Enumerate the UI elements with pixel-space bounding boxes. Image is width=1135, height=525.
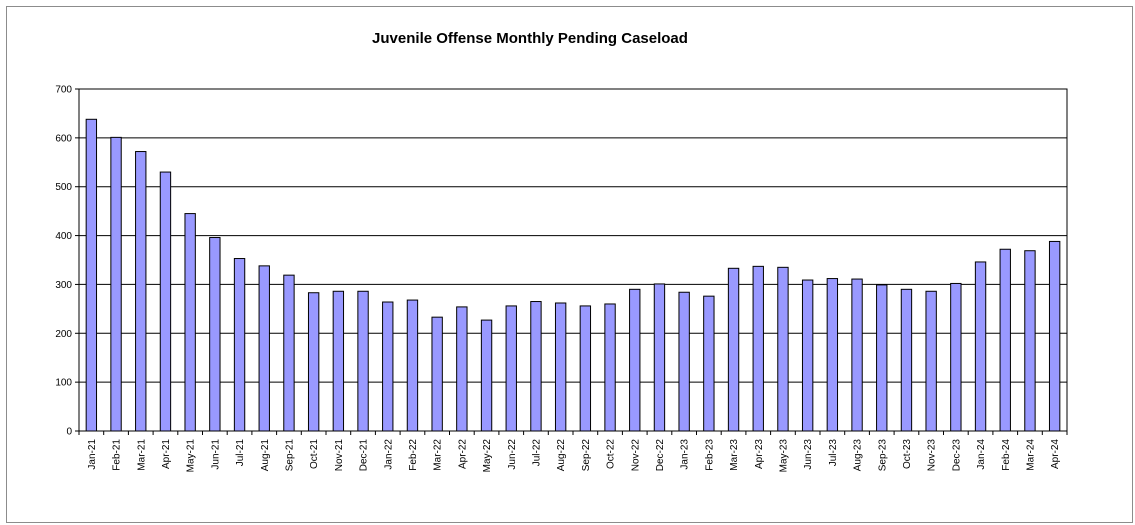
y-tick-label: 500 (55, 182, 72, 193)
x-tick-label: Oct-22 (606, 439, 617, 469)
x-tick-label: Aug-23 (853, 439, 864, 472)
bar (703, 295, 715, 432)
x-tick-label: Jul-22 (531, 439, 542, 467)
bar (431, 316, 443, 432)
bar (382, 301, 394, 432)
bar (826, 278, 839, 432)
x-tick-label: Nov-22 (630, 439, 641, 472)
x-tick-label: Oct-23 (902, 439, 913, 469)
x-tick-label: Jan-22 (383, 439, 394, 470)
x-tick-label: Jul-23 (828, 439, 839, 467)
x-tick-label: Sep-22 (581, 439, 592, 472)
x-tick-label: Aug-22 (556, 439, 567, 472)
x-tick-label: Sep-21 (284, 439, 295, 472)
bar (900, 288, 913, 432)
x-tick-label: Apr-23 (754, 439, 765, 469)
bar (851, 278, 863, 432)
bar (530, 301, 542, 432)
y-tick-label: 700 (55, 85, 72, 96)
y-tick-label: 300 (55, 280, 72, 291)
y-tick-label: 200 (55, 329, 72, 340)
x-tick-label: May-22 (482, 439, 493, 473)
bar (579, 305, 592, 432)
y-tick-label: 400 (55, 231, 72, 242)
bar (653, 283, 666, 432)
bar (406, 299, 419, 432)
plot-area (79, 89, 1067, 431)
bar (1024, 250, 1036, 432)
bar (283, 274, 295, 432)
x-tick-label: Sep-23 (877, 439, 888, 472)
x-tick-label: Nov-23 (927, 439, 938, 472)
bar (777, 266, 789, 432)
x-tick-label: Aug-21 (260, 439, 271, 472)
y-tick-label: 0 (66, 427, 72, 438)
bar (727, 267, 740, 432)
x-tick-label: Jun-22 (507, 439, 518, 470)
x-tick-label: Dec-21 (359, 439, 370, 472)
x-tick-label: Mar-21 (136, 439, 147, 471)
bar (258, 265, 270, 432)
bar (456, 306, 468, 432)
x-tick-label: Dec-23 (951, 439, 962, 472)
bar (233, 258, 246, 432)
y-tick-label: 100 (55, 378, 72, 389)
bar (209, 237, 221, 432)
x-tick-label: Jun-23 (803, 439, 814, 470)
x-tick-label: Jun-21 (210, 439, 221, 470)
bar (159, 171, 172, 432)
x-tick-label: Apr-21 (161, 439, 172, 469)
x-tick-label: Jan-21 (87, 439, 98, 470)
bar (950, 282, 962, 432)
bar (480, 319, 493, 432)
bar (110, 136, 122, 432)
x-tick-label: Apr-22 (457, 439, 468, 469)
bar (184, 213, 196, 432)
bar (678, 291, 690, 432)
x-tick-label: Jan-24 (976, 439, 987, 470)
bar (801, 279, 814, 432)
y-tick-label: 600 (55, 133, 72, 144)
x-tick-label: Oct-21 (309, 439, 320, 469)
bar (604, 303, 616, 432)
bar (505, 305, 517, 432)
x-tick-label: Feb-22 (408, 439, 419, 471)
bar (357, 290, 369, 432)
x-tick-label: Feb-21 (112, 439, 123, 471)
bar (876, 284, 888, 432)
bar (1048, 240, 1061, 432)
bar (85, 118, 98, 432)
x-tick-label: Mar-22 (433, 439, 444, 471)
x-tick-label: Jul-21 (235, 439, 246, 467)
bar (135, 151, 147, 432)
x-tick-label: Apr-24 (1050, 439, 1061, 469)
bar (925, 290, 937, 432)
x-tick-label: Dec-22 (655, 439, 666, 472)
x-tick-label: Feb-24 (1001, 439, 1012, 471)
bar (752, 265, 764, 432)
x-tick-label: May-21 (186, 439, 197, 473)
x-tick-label: Nov-21 (334, 439, 345, 472)
bar (307, 292, 320, 432)
x-tick-label: Jan-23 (680, 439, 691, 470)
bar (999, 248, 1011, 432)
x-tick-label: Feb-23 (704, 439, 715, 471)
x-tick-label: Mar-23 (729, 439, 740, 471)
bar (629, 288, 641, 432)
bar (554, 302, 567, 432)
x-tick-label: May-23 (778, 439, 789, 473)
bar (974, 261, 987, 432)
bar (332, 290, 345, 432)
x-tick-label: Mar-24 (1025, 439, 1036, 471)
chart-title: Juvenile Offense Monthly Pending Caseloa… (372, 30, 688, 47)
